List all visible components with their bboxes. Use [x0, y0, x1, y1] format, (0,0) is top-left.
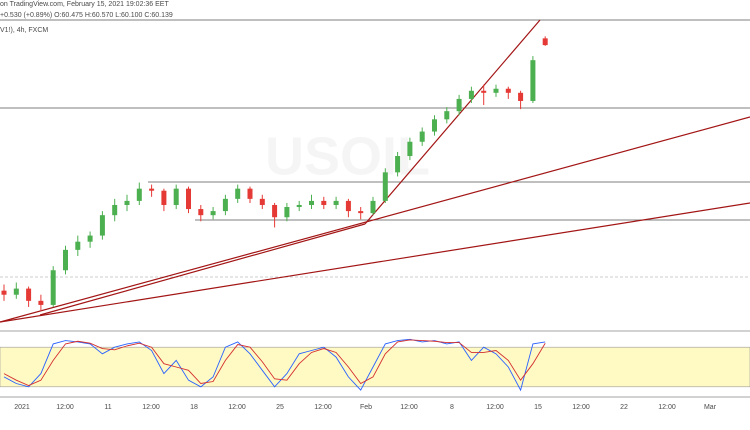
candle-body	[456, 98, 462, 112]
candle-body	[173, 188, 179, 205]
x-tick-label: 12:00	[228, 404, 246, 411]
candle-body	[235, 188, 241, 199]
trend-line	[0, 116, 750, 323]
candle-body	[530, 60, 536, 101]
candle-body	[481, 90, 487, 93]
candle-body	[444, 111, 450, 120]
candle-body	[321, 200, 327, 205]
trend-line	[0, 202, 750, 323]
candle-body	[333, 200, 339, 205]
x-tick-label: 25	[276, 404, 284, 411]
candle-body	[149, 188, 155, 191]
candle-body	[259, 198, 265, 205]
candle-body	[432, 119, 437, 132]
candle-body	[247, 188, 253, 199]
candle-body	[542, 38, 548, 46]
x-tick-label: 2021	[14, 404, 30, 411]
x-tick-label: 12:00	[56, 404, 74, 411]
candle-body	[345, 200, 351, 212]
candle-body	[1, 290, 7, 295]
candle-body	[63, 249, 68, 271]
candle-body	[26, 288, 32, 301]
candle-body	[518, 92, 524, 101]
candle-body	[210, 211, 216, 216]
x-tick-label: 12:00	[572, 404, 590, 411]
candle-body	[124, 200, 130, 205]
quote-text: +0.530 (+0.89%) O:60.475 H:60.570 L:60.1…	[0, 12, 173, 19]
candle-body	[161, 190, 167, 205]
oscillator-line	[3, 339, 546, 386]
symbol-text: V1!), 4h, FXCM	[0, 27, 48, 34]
candle-body	[468, 90, 474, 99]
x-tick-label: 12:00	[314, 404, 332, 411]
candle-body	[407, 141, 413, 157]
x-tick-label: 11	[104, 404, 111, 411]
x-tick-label: 12:00	[486, 404, 504, 411]
candle-body	[382, 172, 388, 201]
candle-body	[505, 88, 511, 93]
candle-body	[358, 211, 364, 214]
candle-body	[419, 131, 425, 142]
candle-body	[296, 204, 302, 208]
x-tick-label: 15	[534, 404, 542, 411]
x-tick-label: Mar	[704, 404, 717, 411]
candle-body	[493, 88, 499, 93]
candle-body	[38, 300, 44, 305]
x-tick-label: Feb	[360, 404, 372, 411]
candle-body	[99, 215, 105, 236]
x-tick-label: 8	[450, 404, 454, 411]
candle-body	[112, 204, 118, 216]
candle-body	[370, 200, 376, 214]
x-tick-label: 18	[190, 404, 198, 411]
candle-body	[13, 288, 19, 295]
trend-line	[39, 223, 366, 316]
oscillator-band	[0, 346, 750, 388]
x-tick-label: 12:00	[658, 404, 676, 411]
candle-body	[309, 200, 314, 205]
x-tick-label: 12:00	[400, 404, 418, 411]
candle-body	[198, 209, 204, 216]
candle-body	[75, 241, 81, 250]
candle-body	[87, 235, 93, 242]
candle-body	[222, 198, 228, 212]
x-tick-label: 12:00	[142, 404, 160, 411]
candle-body	[186, 188, 191, 210]
candle-body	[272, 204, 278, 218]
source-text: on TradingView.com, February 15, 2021 19…	[0, 1, 169, 8]
candle-body	[284, 207, 290, 218]
x-tick-label: 22	[620, 404, 628, 411]
trend-line	[364, 19, 541, 225]
candle-body	[395, 156, 401, 173]
candle-body	[50, 270, 56, 305]
candle-body	[136, 188, 142, 201]
